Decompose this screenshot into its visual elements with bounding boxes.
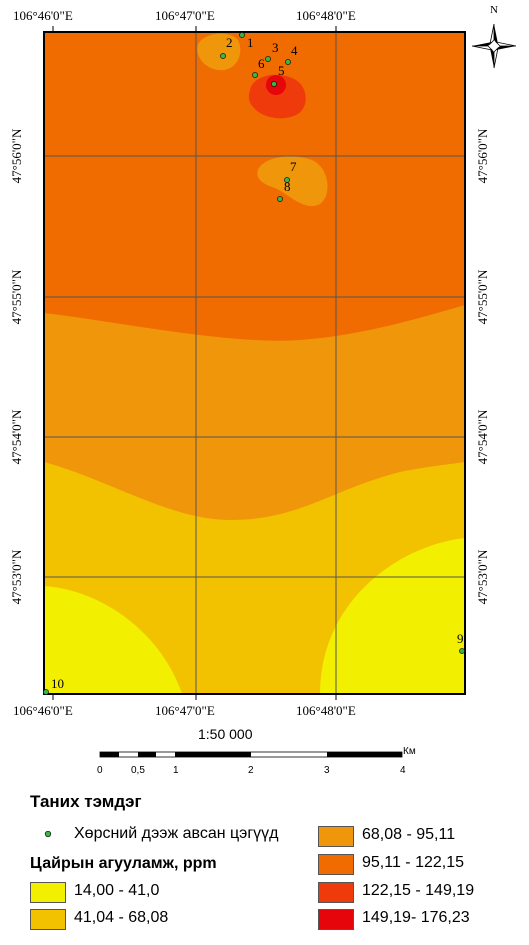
sample-point-2 [220, 53, 226, 59]
north-arrow-icon [471, 23, 517, 69]
north-label: N [490, 4, 498, 16]
legend-points-label: Хөрсний дээж авсан цэгүүд [74, 825, 279, 842]
left-lat-label-4: 47°53'0"N [9, 549, 24, 605]
legend-swatch-1 [30, 882, 66, 903]
scale-label-2: 1 [173, 765, 179, 776]
sample-point-10 [43, 689, 49, 695]
scale-label-0: 0 [97, 765, 103, 776]
point-label-5: 5 [278, 63, 285, 78]
point-label-6: 6 [258, 56, 265, 71]
right-lat-label-3: 47°54'0"N [475, 409, 490, 465]
scale-label-5: 4 [400, 765, 406, 776]
legend-class-3: 68,08 - 95,11 [362, 826, 456, 843]
scale-label-4: 3 [324, 765, 330, 776]
sample-point-8 [277, 196, 283, 202]
legend-class-4: 95,11 - 122,15 [362, 854, 465, 871]
right-lat-label-1: 47°56'0"N [475, 128, 490, 184]
sample-point-3 [265, 56, 271, 62]
legend-swatch-4 [318, 854, 354, 875]
right-lat-label-2: 47°55'0"N [475, 269, 490, 325]
scale-label-1: 0,5 [131, 765, 145, 776]
point-label-4: 4 [291, 43, 298, 58]
top-lon-label-2: 106°47'0"E [155, 8, 215, 23]
bottom-lon-label-1: 106°46'0"E [13, 703, 73, 718]
point-label-3: 3 [272, 40, 279, 55]
zone-68-95-mid [257, 156, 328, 207]
scale-label-3: 2 [248, 765, 254, 776]
legend-conc-title: Цайрын агууламж, ppm [30, 855, 217, 872]
left-lat-label-2: 47°55'0"N [9, 269, 24, 325]
map-canvas [43, 26, 466, 700]
top-lon-label-1: 106°46'0"E [13, 8, 73, 23]
legend-point-symbol [44, 830, 52, 838]
legend-swatch-2 [30, 909, 66, 930]
scale-bar [99, 751, 403, 758]
zone-68-95-north [197, 33, 241, 71]
bottom-lon-label-3: 106°48'0"E [296, 703, 356, 718]
point-label-10: 10 [51, 676, 64, 691]
legend-class-1: 14,00 - 41,0 [74, 882, 160, 899]
point-label-9: 9 [457, 631, 464, 646]
zone-14-41-left [44, 586, 182, 694]
point-label-1: 1 [247, 35, 254, 50]
legend-class-6: 149,19- 176,23 [362, 909, 470, 926]
bottom-lon-label-2: 106°47'0"E [155, 703, 215, 718]
legend-swatch-3 [318, 826, 354, 847]
sample-point-7 [284, 177, 290, 183]
legend-title: Таних тэмдэг [30, 792, 142, 811]
left-lat-label-1: 47°56'0"N [9, 128, 24, 184]
point-label-2: 2 [226, 35, 233, 50]
sample-point-5 [271, 81, 277, 87]
legend-swatch-5 [318, 882, 354, 903]
scale-ratio: 1:50 000 [198, 726, 253, 742]
left-lat-label-3: 47°54'0"N [9, 409, 24, 465]
point-label-7: 7 [290, 159, 297, 174]
point-label-8: 8 [284, 179, 291, 194]
scale-unit: Км [403, 746, 416, 757]
legend-class-2: 41,04 - 68,08 [74, 909, 169, 926]
legend-swatch-6 [318, 909, 354, 930]
sample-points [43, 32, 465, 695]
zone-122-149 [248, 74, 306, 119]
sample-point-9 [459, 648, 465, 654]
right-lat-label-4: 47°53'0"N [475, 549, 490, 605]
sample-point-6 [252, 72, 258, 78]
sample-point-4 [285, 59, 291, 65]
top-lon-label-3: 106°48'0"E [296, 8, 356, 23]
sample-point-1 [239, 32, 245, 38]
legend-class-5: 122,15 - 149,19 [362, 882, 475, 899]
